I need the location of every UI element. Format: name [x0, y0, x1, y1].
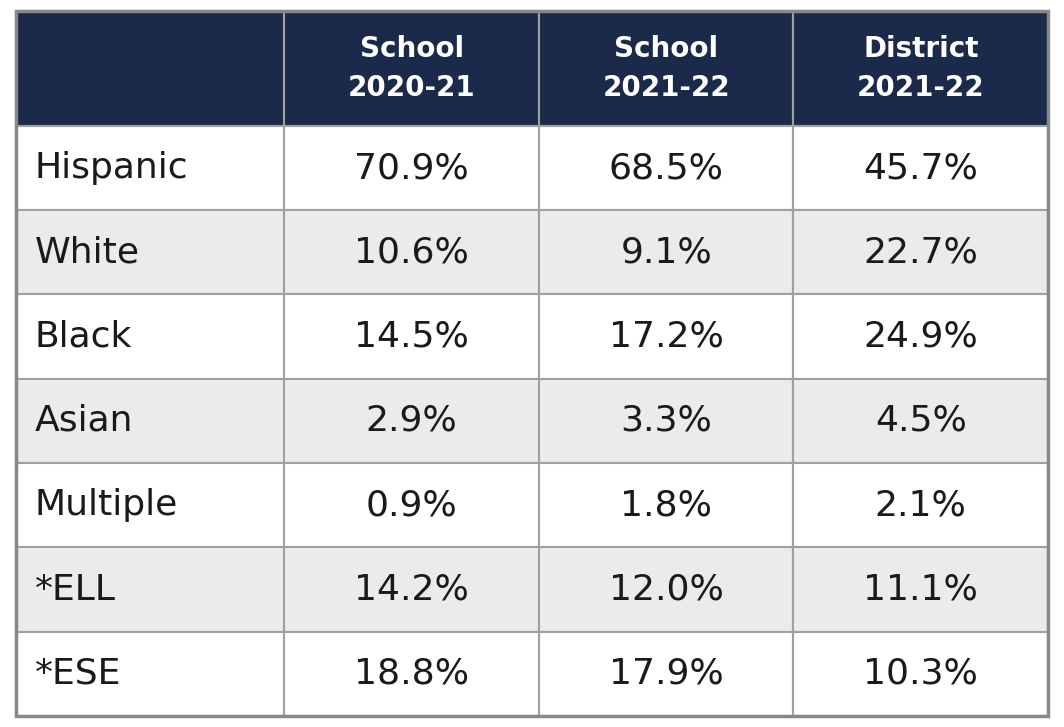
Text: 4.5%: 4.5%	[875, 404, 967, 438]
Bar	[16, 294, 284, 379]
Text: School
2020-21: School 2020-21	[348, 35, 476, 102]
Bar	[284, 294, 538, 379]
Text: 2.9%: 2.9%	[366, 404, 458, 438]
Bar	[538, 294, 794, 379]
Text: 3.3%: 3.3%	[620, 404, 712, 438]
Bar	[284, 210, 538, 294]
Bar	[794, 547, 1048, 632]
Text: School
2021-22: School 2021-22	[602, 35, 730, 102]
Text: Hispanic: Hispanic	[34, 151, 188, 185]
Text: *ELL: *ELL	[34, 573, 116, 606]
Bar	[16, 547, 284, 632]
Bar	[794, 210, 1048, 294]
Bar	[794, 463, 1048, 547]
Bar	[284, 632, 538, 716]
Text: 1.8%: 1.8%	[620, 489, 712, 522]
Bar	[794, 632, 1048, 716]
Bar	[794, 379, 1048, 463]
Text: 24.9%: 24.9%	[863, 320, 978, 353]
Bar	[16, 210, 284, 294]
Text: 68.5%: 68.5%	[609, 151, 724, 185]
Bar	[538, 379, 794, 463]
Text: Black: Black	[34, 320, 132, 353]
Bar	[284, 126, 538, 210]
Bar	[284, 463, 538, 547]
Text: 10.6%: 10.6%	[354, 236, 469, 269]
Bar	[538, 210, 794, 294]
Text: 12.0%: 12.0%	[609, 573, 724, 606]
Text: White: White	[34, 236, 139, 269]
Text: Multiple: Multiple	[34, 489, 178, 522]
Text: 14.5%: 14.5%	[354, 320, 469, 353]
Bar	[794, 11, 1048, 126]
Bar	[284, 547, 538, 632]
Bar	[794, 294, 1048, 379]
Bar	[16, 126, 284, 210]
Bar	[16, 463, 284, 547]
Bar	[538, 126, 794, 210]
Bar	[538, 463, 794, 547]
Bar	[538, 547, 794, 632]
Text: 45.7%: 45.7%	[863, 151, 978, 185]
Text: 22.7%: 22.7%	[863, 236, 978, 269]
Text: 17.9%: 17.9%	[609, 657, 724, 691]
Text: 2.1%: 2.1%	[875, 489, 967, 522]
Text: 18.8%: 18.8%	[354, 657, 469, 691]
Text: 9.1%: 9.1%	[620, 236, 712, 269]
Bar	[16, 11, 284, 126]
Text: 11.1%: 11.1%	[863, 573, 978, 606]
Text: District
2021-22: District 2021-22	[857, 35, 984, 102]
Bar	[794, 126, 1048, 210]
Bar	[284, 379, 538, 463]
Bar	[16, 632, 284, 716]
Text: 17.2%: 17.2%	[609, 320, 724, 353]
Text: 0.9%: 0.9%	[366, 489, 458, 522]
Text: *ESE: *ESE	[34, 657, 121, 691]
Text: 14.2%: 14.2%	[354, 573, 469, 606]
Text: 10.3%: 10.3%	[863, 657, 978, 691]
Bar	[538, 632, 794, 716]
Text: 70.9%: 70.9%	[354, 151, 469, 185]
Bar	[538, 11, 794, 126]
Bar	[16, 379, 284, 463]
Bar	[284, 11, 538, 126]
Text: Asian: Asian	[34, 404, 133, 438]
